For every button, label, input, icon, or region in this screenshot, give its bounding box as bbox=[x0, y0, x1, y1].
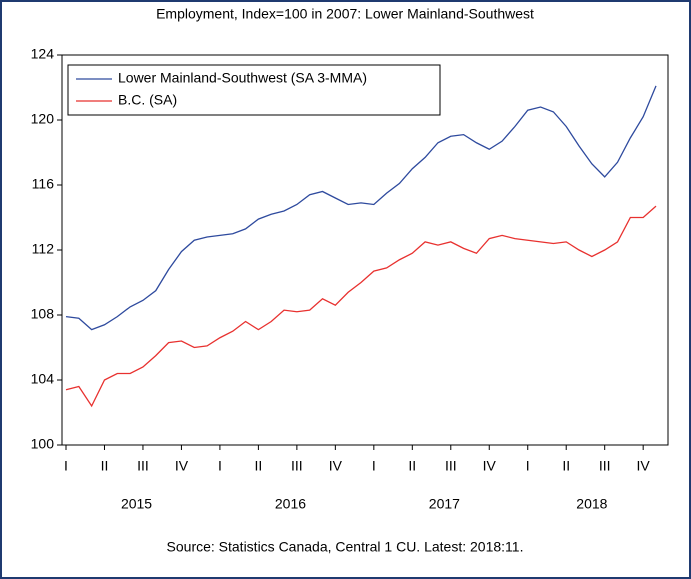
x-tick-label: IV bbox=[329, 458, 343, 474]
x-tick-label: III bbox=[137, 458, 149, 474]
legend-label: B.C. (SA) bbox=[118, 92, 177, 108]
series-line bbox=[65, 205, 657, 408]
x-tick-label: III bbox=[291, 458, 303, 474]
x-tick-label: I bbox=[64, 458, 68, 474]
source-note: Source: Statistics Canada, Central 1 CU.… bbox=[167, 539, 524, 555]
x-tick-label: IV bbox=[175, 458, 189, 474]
y-tick-label: 124 bbox=[31, 46, 55, 62]
x-tick-label: III bbox=[599, 458, 611, 474]
legend-label: Lower Mainland-Southwest (SA 3-MMA) bbox=[118, 70, 367, 86]
x-tick-label: III bbox=[445, 458, 457, 474]
x-tick-label: II bbox=[562, 458, 570, 474]
x-tick-label: IV bbox=[483, 458, 497, 474]
x-tick-label: II bbox=[255, 458, 263, 474]
year-label: 2017 bbox=[429, 496, 460, 512]
chart-title: Employment, Index=100 in 2007: Lower Mai… bbox=[156, 6, 534, 22]
year-label: 2015 bbox=[121, 496, 152, 512]
y-tick-label: 104 bbox=[31, 371, 55, 387]
y-tick-label: 116 bbox=[32, 176, 55, 192]
x-tick-label: I bbox=[526, 458, 530, 474]
year-label: 2016 bbox=[275, 496, 306, 512]
y-tick-label: 112 bbox=[32, 241, 55, 257]
x-tick-label: IV bbox=[637, 458, 651, 474]
x-tick-label: II bbox=[408, 458, 416, 474]
x-tick-label: I bbox=[218, 458, 222, 474]
year-label: 2018 bbox=[576, 496, 607, 512]
y-tick-label: 120 bbox=[31, 111, 55, 127]
y-tick-label: 108 bbox=[31, 306, 55, 322]
y-tick-label: 100 bbox=[31, 436, 55, 452]
legend-box bbox=[67, 64, 441, 116]
x-tick-label: II bbox=[101, 458, 109, 474]
series-line bbox=[65, 85, 657, 331]
x-tick-label: I bbox=[372, 458, 376, 474]
